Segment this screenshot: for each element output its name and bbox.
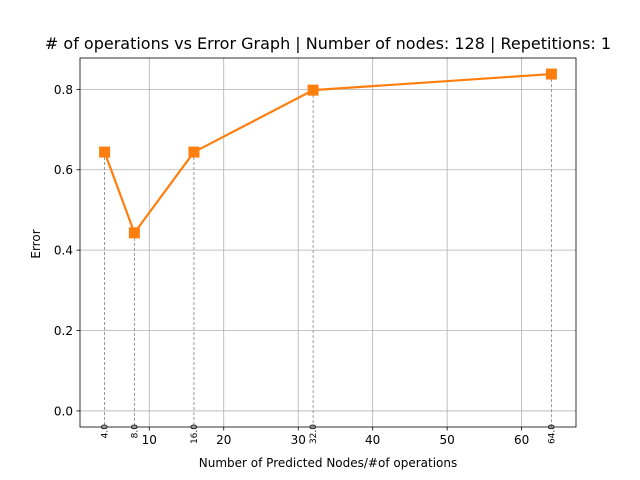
y-tick-label: 0.2 xyxy=(54,324,73,338)
point-value-label: 8.0 xyxy=(130,424,140,439)
y-axis-ticks: 0.0 0.2 0.4 0.6 0.8 xyxy=(54,83,80,418)
point-value-label: 16.0 xyxy=(190,424,200,444)
data-point-marker xyxy=(99,146,111,158)
data-point-marker xyxy=(545,68,557,80)
point-value-label: 64.0 xyxy=(547,424,557,444)
point-labels: 4.0 8.0 16.0 32.0 64.0 xyxy=(101,424,558,444)
y-axis-label: Error xyxy=(29,229,43,258)
grid-lines xyxy=(80,58,576,427)
data-point-marker xyxy=(188,146,200,158)
point-value-label: 32.0 xyxy=(309,424,319,444)
x-tick-label: 60 xyxy=(514,433,529,447)
x-axis-label: Number of Predicted Nodes/#of operations xyxy=(199,456,457,470)
x-tick-label: 40 xyxy=(365,433,380,447)
drop-lines xyxy=(104,74,552,427)
y-tick-label: 0.6 xyxy=(54,163,73,177)
y-tick-label: 0.0 xyxy=(54,404,73,418)
series-error xyxy=(99,68,557,239)
y-tick-label: 0.8 xyxy=(54,83,73,97)
chart-title: # of operations vs Error Graph | Number … xyxy=(45,34,611,53)
x-tick-label: 30 xyxy=(291,433,306,447)
series-line xyxy=(103,72,552,234)
plot-frame xyxy=(79,57,577,428)
data-point-marker xyxy=(128,227,140,239)
x-tick-label: 50 xyxy=(440,433,455,447)
x-tick-label: 20 xyxy=(216,433,231,447)
x-tick-label: 10 xyxy=(142,433,157,447)
x-axis-ticks: 10 20 30 40 50 60 xyxy=(142,427,529,447)
point-value-label: 4.0 xyxy=(101,424,111,439)
data-point-marker xyxy=(307,84,319,96)
y-tick-label: 0.4 xyxy=(54,244,73,258)
